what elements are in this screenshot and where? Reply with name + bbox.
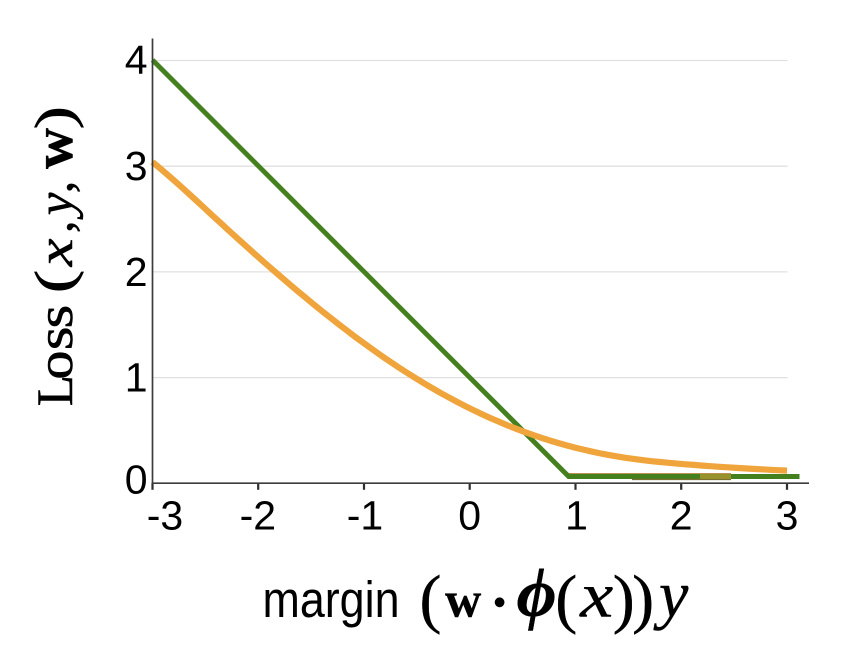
svg-text:2: 2 — [670, 493, 693, 539]
svg-text:-3: -3 — [147, 493, 183, 539]
svg-text:y: y — [28, 192, 84, 220]
svg-text:(: ( — [420, 562, 442, 635]
svg-text:x: x — [29, 238, 84, 267]
svg-text:ϕ: ϕ — [517, 555, 557, 631]
svg-text:s: s — [28, 305, 84, 329]
svg-text:s: s — [28, 326, 84, 350]
svg-text:,: , — [27, 181, 83, 194]
svg-text:1: 1 — [565, 493, 588, 539]
svg-text:0: 0 — [125, 457, 148, 503]
svg-text:w: w — [23, 128, 85, 169]
svg-text:0: 0 — [458, 493, 481, 539]
svg-text:(: ( — [555, 562, 577, 635]
svg-text:3: 3 — [125, 143, 148, 189]
svg-text:): ) — [24, 106, 84, 130]
svg-text:,: , — [27, 221, 83, 234]
svg-text:margin: margin — [263, 571, 400, 628]
svg-text:x: x — [579, 559, 613, 630]
svg-text:3: 3 — [776, 493, 799, 539]
svg-text:(: ( — [24, 270, 84, 294]
svg-text:1: 1 — [125, 355, 148, 401]
svg-text:w: w — [445, 572, 481, 628]
svg-text:): ) — [632, 562, 654, 635]
svg-text:4: 4 — [125, 37, 148, 83]
svg-text:): ) — [613, 562, 635, 635]
svg-text:y: y — [653, 559, 689, 632]
svg-text:o: o — [27, 350, 84, 379]
svg-text:2: 2 — [125, 249, 148, 295]
svg-text:-1: -1 — [347, 493, 383, 539]
svg-text:L: L — [28, 375, 84, 406]
svg-text:-2: -2 — [240, 493, 276, 539]
